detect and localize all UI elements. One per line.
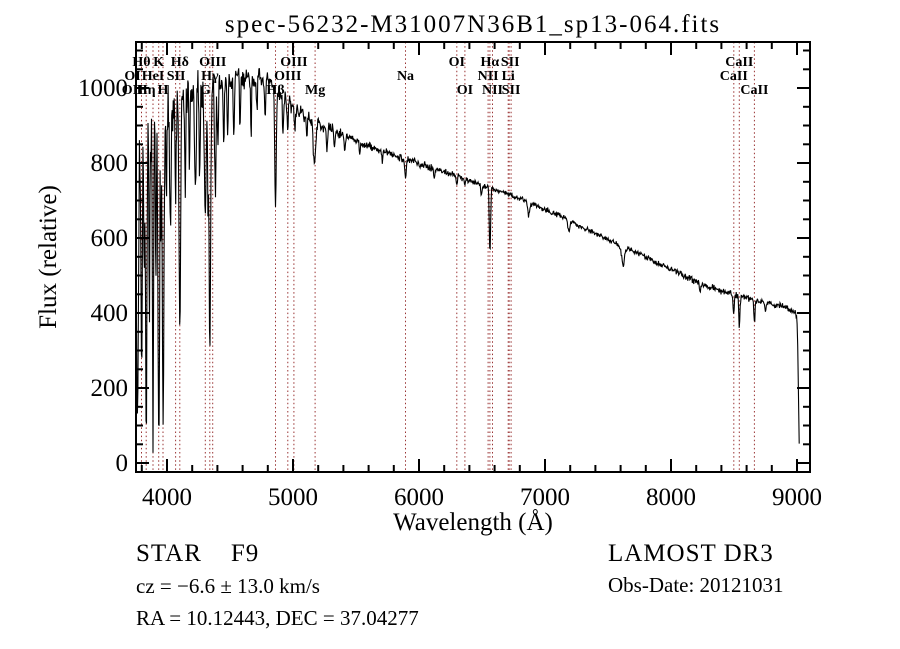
svg-text:SII: SII (167, 69, 186, 84)
svg-text:7000: 7000 (520, 484, 570, 511)
svg-text:200: 200 (91, 375, 129, 402)
x-axis-label: Wavelength (Å) (393, 509, 553, 536)
svg-text:Hδ: Hδ (171, 55, 189, 70)
svg-text:CaII: CaII (720, 69, 748, 84)
svg-text:1000: 1000 (78, 75, 128, 102)
svg-text:800: 800 (91, 150, 129, 177)
obs-date-value: Obs-Date: 20121031 (608, 573, 784, 597)
svg-text:H: H (158, 83, 169, 98)
survey-release-label: LAMOST DR3 (608, 540, 774, 567)
svg-text:Mg: Mg (305, 83, 325, 98)
svg-text:400: 400 (91, 300, 129, 327)
tick-labels: 4000 5000 6000 7000 8000 9000 0 200 400 600 800 100… (78, 75, 822, 511)
svg-text:8000: 8000 (646, 484, 696, 511)
svg-text:OIII: OIII (199, 55, 226, 70)
svg-text:SII: SII (502, 83, 521, 98)
svg-text:Li: Li (502, 69, 515, 84)
plot-title: spec-56232-M31007N36B1_sp13-064.fits (225, 11, 721, 38)
svg-text:0: 0 (116, 450, 129, 477)
svg-text:9000: 9000 (772, 484, 822, 511)
svg-text:OIII: OIII (280, 55, 307, 70)
svg-text:4000: 4000 (142, 484, 192, 511)
svg-text:CaII: CaII (725, 55, 753, 70)
svg-text:NII: NII (478, 69, 499, 84)
svg-text:NII: NII (482, 83, 503, 98)
svg-text:Hα: Hα (481, 55, 500, 70)
svg-text:OI: OI (124, 69, 140, 84)
svg-text:K: K (153, 55, 164, 70)
cz-value: cz = −6.6 ± 13.0 km/s (136, 574, 320, 598)
svg-text:SII: SII (501, 55, 520, 70)
svg-text:G: G (200, 83, 211, 98)
svg-text:600: 600 (91, 225, 129, 252)
plot-frame-and-ticks (135, 41, 811, 473)
svg-text:OI: OI (457, 83, 473, 98)
svg-text:5000: 5000 (268, 484, 318, 511)
svg-text:OII: OII (122, 83, 144, 98)
svg-text:6000: 6000 (394, 484, 444, 511)
plot-generated-content: 4000 5000 6000 7000 8000 9000 0 200 400 600 800 100… (78, 41, 822, 511)
object-class-label: STAR F9 (136, 540, 259, 567)
svg-text:OI: OI (449, 55, 465, 70)
svg-text:Na: Na (397, 69, 414, 84)
y-axis-label: Flux (relative) (35, 185, 62, 329)
svg-text:Hη: Hη (137, 83, 156, 98)
svg-text:Hβ: Hβ (266, 83, 284, 98)
svg-text:Hγ: Hγ (201, 69, 219, 84)
svg-text:HeI: HeI (142, 69, 165, 84)
svg-text:CaII: CaII (740, 83, 768, 98)
spectrum-trace (135, 68, 800, 453)
svg-text:OIII: OIII (274, 69, 301, 84)
svg-text:Hθ: Hθ (132, 55, 150, 70)
ra-dec-value: RA = 10.12443, DEC = 37.04277 (136, 606, 419, 630)
